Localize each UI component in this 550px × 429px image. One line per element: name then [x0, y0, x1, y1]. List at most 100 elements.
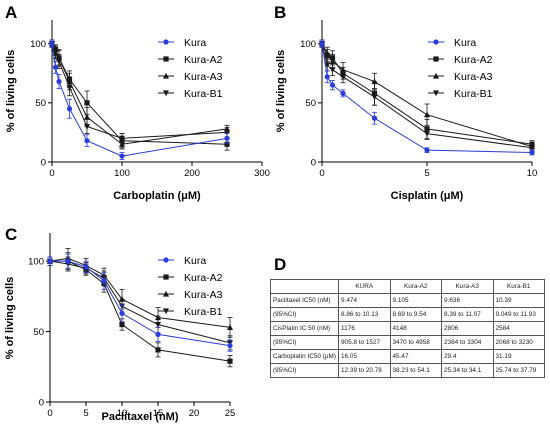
data-point: [227, 324, 233, 330]
data-point: [52, 64, 59, 70]
legend-marker: [163, 290, 169, 297]
table-cell: 25.34 to 34.1: [441, 363, 494, 378]
data-point: [324, 52, 330, 59]
legend-label: Kura-B1: [184, 306, 223, 318]
table-cell: 2384 to 3304: [441, 335, 494, 350]
legend-b: Kura Kura-A2 Kura-A3 Kura-B1: [428, 37, 493, 100]
table-cell: 3470 to 4958: [389, 335, 442, 350]
y-tick-label: 100: [30, 39, 46, 50]
table-row: (95%CI) 8.86 to 10.13 8.69 to 9.54 8.39 to …: [270, 307, 545, 322]
data-point: [340, 70, 346, 76]
table-cell: 25.74 to 37.79: [492, 363, 545, 378]
chart-panel-c: C 0 50 100 0 5 10 15 20 25 Paclitaxel (nM) % of liv…: [4, 225, 235, 423]
data-point: [65, 258, 71, 264]
table-cell: 8.39 to 11.07: [441, 307, 494, 322]
data-point: [329, 55, 336, 61]
series-kura: [47, 253, 233, 352]
data-point: [66, 106, 73, 112]
table-row-label: Paclitaxel IC50 (nM): [270, 293, 339, 308]
y-tick-label: 0: [311, 157, 316, 168]
legend-label: Kura-A3: [454, 71, 493, 83]
x-tick-label: 20: [189, 408, 200, 419]
series-kura: [49, 39, 230, 161]
data-point: [319, 41, 325, 47]
data-point: [324, 74, 330, 80]
y-axis-title: % of living cells: [4, 277, 16, 360]
data-point: [56, 55, 62, 61]
table-cell: 12.39 to 20.78: [338, 363, 391, 378]
chart-panel-a: A 0 50 100 0 100 200 300 Carboplatin (μM) % of li…: [5, 3, 270, 202]
data-point: [227, 358, 233, 364]
legend-marker: [163, 257, 169, 263]
legend-label: Kura-A3: [184, 289, 223, 301]
table-row-label: (95%CI): [270, 335, 339, 350]
chart-panel-b: B 0 50 100 0 5 10 Cisplatin (μM) % of living cel…: [274, 3, 537, 202]
data-point: [56, 78, 62, 85]
legend-marker: [163, 274, 169, 280]
table-header-cell: Kura-A3: [441, 279, 494, 294]
x-tick-label: 200: [184, 168, 200, 179]
data-point: [424, 147, 430, 153]
table-cell: 2806: [441, 321, 494, 336]
x-tick-label: 10: [527, 168, 538, 179]
y-axis-title: % of living cells: [5, 50, 17, 133]
table-header-cell: KURA: [338, 279, 391, 294]
data-point: [324, 62, 331, 69]
data-point: [329, 82, 336, 88]
x-tick-label: 10: [117, 408, 128, 419]
data-point: [52, 46, 59, 53]
x-tick-label: 0: [319, 168, 324, 179]
legend-label: Kura-A2: [184, 272, 223, 284]
y-tick-label: 50: [35, 98, 46, 109]
table-cell: 9.636: [441, 293, 494, 308]
table-header-row: KURA Kura-A2 Kura-A3 Kura-B1: [270, 279, 545, 294]
x-tick-label: 300: [254, 168, 270, 179]
legend-marker: [163, 72, 169, 79]
table-cell: 2068 to 3230: [492, 335, 545, 350]
table-row: (95%CI) 12.39 to 20.78 38.23 to 54.1 25.34 …: [270, 363, 545, 378]
y-tick-label: 50: [33, 327, 44, 338]
table-row: (95%CI) 905.8 to 1527 3470 to 4958 2384 to …: [270, 335, 545, 350]
data-point: [424, 126, 430, 132]
table-row: CisPlatin IC 50 (nM) 1176 4148 2806 2584: [270, 321, 545, 336]
table-cell: 905.8 to 1527: [338, 335, 391, 350]
data-point: [119, 310, 125, 316]
panel-letter-b: B: [274, 3, 286, 22]
legend-marker: [163, 90, 169, 97]
legend-marker: [433, 39, 439, 45]
table-body: Paclitaxel IC50 (nM) 9.474 9.105 9.636 10.39…: [270, 293, 545, 378]
data-point: [119, 138, 125, 144]
table-header-cell: Kura-A2: [389, 279, 442, 294]
ic50-table: KURA Kura-A2 Kura-A3 Kura-B1 Paclitaxel IC5…: [270, 279, 545, 378]
data-point: [119, 153, 125, 159]
legend-c: Kura Kura-A2 Kura-A3 Kura-B1: [158, 255, 223, 318]
x-tick-label: 0: [49, 168, 54, 179]
data-point: [47, 258, 53, 264]
y-tick-label: 50: [305, 98, 316, 109]
y-tick-label: 0: [39, 397, 44, 408]
data-point: [155, 331, 161, 337]
table-cell: 16.05: [338, 349, 391, 364]
table-cell: 10.39: [492, 293, 545, 308]
panel-letter-d: D: [274, 255, 286, 274]
x-tick-label: 15: [153, 408, 164, 419]
table-header-cell: Kura-B1: [492, 279, 545, 294]
panel-letter-c: C: [5, 225, 17, 244]
table-row: Carboplatin IC50 (μM) 16.05 45.47 29.4 31.19: [270, 349, 545, 364]
table-row: Paclitaxel IC50 (nM) 9.474 9.105 9.636 10.39: [270, 293, 545, 308]
data-point: [371, 90, 378, 96]
legend-label: Kura-B1: [184, 88, 223, 100]
data-point: [84, 113, 90, 120]
y-tick-label: 0: [41, 157, 46, 168]
legend-label: Kura-B1: [454, 88, 493, 100]
legend-label: Kura: [184, 37, 206, 49]
table-header-cell: [270, 279, 339, 294]
data-point: [529, 141, 535, 147]
legend-marker: [433, 72, 439, 79]
table-cell: 8.86 to 10.13: [338, 307, 391, 322]
x-tick-label: 0: [47, 408, 52, 419]
panel-letter-a: A: [5, 3, 17, 22]
legend-label: Kura-A3: [184, 71, 223, 83]
legend-marker: [433, 90, 439, 97]
table-cell: 31.19: [492, 349, 545, 364]
